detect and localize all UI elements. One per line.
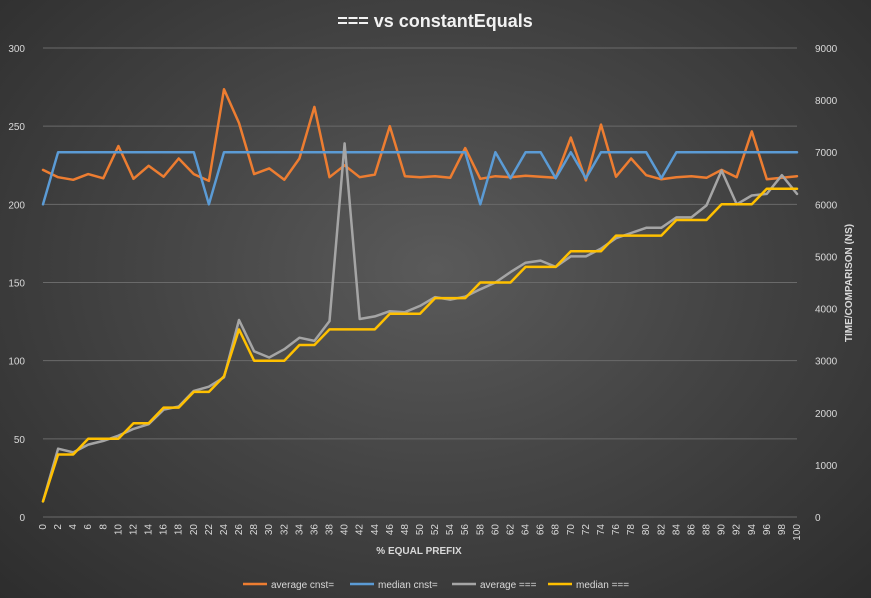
x-tick-label: 44: [370, 524, 381, 536]
x-tick-label: 0: [38, 524, 49, 530]
x-tick-label: 62: [505, 524, 516, 536]
x-tick-label: 30: [264, 524, 275, 536]
legend-label: average ===: [480, 580, 537, 591]
y-right-tick-label: 0: [815, 513, 821, 524]
y-right-tick-label: 7000: [815, 148, 838, 159]
x-tick-label: 86: [686, 524, 697, 536]
x-tick-label: 12: [128, 524, 139, 536]
x-tick-label: 70: [566, 524, 577, 536]
x-tick-label: 6: [83, 524, 94, 530]
x-tick-label: 40: [340, 524, 351, 536]
y-axis-left-ticks: 0 50 100 150 200 250 300: [8, 44, 25, 524]
x-tick-label: 54: [445, 524, 456, 536]
series-line-average-cnst: [41, 87, 799, 183]
y-right-tick-label: 3000: [815, 357, 838, 368]
y-left-tick-label: 200: [8, 200, 25, 211]
series-line-median: [41, 187, 799, 503]
x-tick-label: 88: [702, 524, 713, 536]
x-tick-label: 36: [309, 524, 320, 536]
x-tick-label: 82: [656, 524, 667, 536]
x-tick-label: 72: [581, 524, 592, 536]
gridlines: [43, 47, 797, 518]
y-left-tick-label: 150: [8, 279, 25, 290]
x-tick-label: 46: [385, 524, 396, 536]
legend: average cnst= median cnst= average === medi…: [243, 580, 629, 591]
x-tick-label: 100: [792, 524, 803, 541]
legend-label: median ===: [576, 580, 629, 591]
y-left-tick-label: 250: [8, 122, 25, 133]
series-lines: [41, 87, 799, 503]
x-tick-label: 80: [641, 524, 652, 536]
y-left-tick-label: 0: [19, 513, 25, 524]
x-tick-label: 20: [189, 524, 200, 536]
x-tick-label: 26: [234, 524, 245, 536]
x-tick-label: 34: [294, 524, 305, 536]
x-tick-label: 38: [325, 524, 336, 536]
x-tick-label: 2: [53, 524, 64, 530]
x-tick-label: 56: [460, 524, 471, 536]
x-tick-label: 68: [551, 524, 562, 536]
x-tick-label: 94: [747, 524, 758, 536]
x-tick-label: 66: [536, 524, 547, 536]
y-axis-right-title: TIME/COMPARISON (NS): [844, 224, 855, 342]
x-tick-label: 22: [204, 524, 215, 536]
x-tick-label: 60: [490, 524, 501, 536]
x-tick-label: 16: [159, 524, 170, 536]
x-tick-label: 96: [762, 524, 773, 536]
y-right-tick-label: 2000: [815, 409, 838, 420]
x-tick-label: 64: [521, 524, 532, 536]
y-left-tick-label: 50: [14, 435, 26, 446]
x-tick-label: 90: [717, 524, 728, 536]
x-tick-label: 18: [174, 524, 185, 536]
x-tick-label: 10: [113, 524, 124, 536]
x-tick-label: 78: [626, 524, 637, 536]
x-tick-label: 32: [279, 524, 290, 536]
y-right-tick-label: 4000: [815, 305, 838, 316]
x-tick-label: 98: [777, 524, 788, 536]
y-right-tick-label: 8000: [815, 96, 838, 107]
x-tick-label: 58: [475, 524, 486, 536]
y-right-tick-label: 1000: [815, 461, 838, 472]
x-tick-label: 8: [98, 524, 109, 530]
x-tick-label: 50: [415, 524, 426, 536]
legend-label: median cnst=: [378, 580, 438, 591]
y-right-tick-label: 5000: [815, 252, 838, 263]
y-left-tick-label: 100: [8, 357, 25, 368]
legend-label: average cnst=: [271, 580, 334, 591]
series-line-median-cnst: [41, 150, 799, 206]
x-tick-label: 28: [249, 524, 260, 536]
chart-title: === vs constantEquals: [337, 11, 533, 31]
x-tick-label: 74: [596, 524, 607, 536]
y-right-tick-label: 6000: [815, 200, 838, 211]
x-tick-label: 92: [732, 524, 743, 536]
series-line-average: [41, 142, 799, 503]
x-axis-ticks: 0 2 4 6 8 10 12 14 16 18 20 22 24 26 28 30 32 34 36 38 40 42 4…: [38, 524, 803, 541]
x-axis-title: % EQUAL PREFIX: [376, 546, 462, 557]
y-axis-right-ticks: 0 1000 2000 3000 4000 5000 6000 7000 8000 9000: [815, 44, 838, 524]
x-tick-label: 48: [400, 524, 411, 536]
x-tick-label: 24: [219, 524, 230, 536]
y-left-tick-label: 300: [8, 44, 25, 55]
y-right-tick-label: 9000: [815, 44, 838, 55]
x-tick-label: 84: [671, 524, 682, 536]
x-tick-label: 52: [430, 524, 441, 536]
x-tick-label: 14: [144, 524, 155, 536]
x-tick-label: 4: [68, 524, 79, 530]
x-tick-label: 76: [611, 524, 622, 536]
x-tick-label: 42: [355, 524, 366, 536]
